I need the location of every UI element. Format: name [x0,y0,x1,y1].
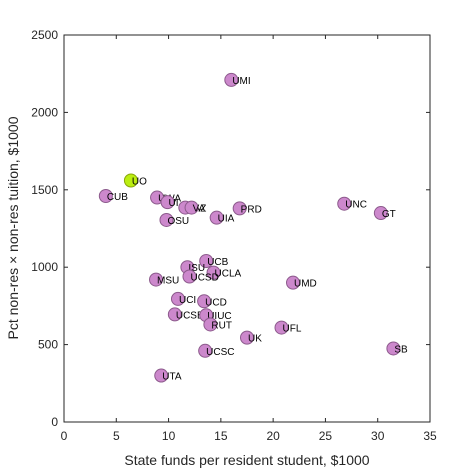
data-point-ucsd: UCSD [182,269,219,284]
point-label: UCSB [176,310,204,321]
x-tick-label: 5 [113,429,120,443]
point-label: UO [132,177,147,188]
x-tick-label: 20 [266,429,280,443]
point-label: UI [169,198,179,209]
data-point-prd: PRD [232,201,262,216]
point-label: SB [394,344,408,355]
point-marker [286,275,301,290]
point-label: UCSC [206,347,234,358]
point-label: UCLA [215,269,242,280]
data-point-rut: RUT [203,317,232,332]
data-point-sb: SB [386,341,408,356]
data-point-umi: UMI [224,72,251,87]
point-marker [184,200,199,215]
point-label: UCB [207,257,228,268]
data-points: UMIUOCUBUWAUIUAZVAOSUUIAPRDUNCGTUCBISUUC… [98,72,408,383]
point-marker [206,265,221,280]
y-tick-label: 1500 [31,183,58,197]
point-label: UTA [162,372,182,383]
x-tick-label: 0 [61,429,68,443]
y-tick-label: 500 [38,338,58,352]
point-marker [182,269,197,284]
point-marker [240,330,254,345]
point-label: UNC [345,200,367,211]
point-marker [232,201,247,216]
point-marker [98,188,113,203]
data-point-msu: MSU [149,272,179,287]
x-axis-title: State funds per resident student, $1000 [124,452,369,468]
data-point-va: VA [184,200,206,215]
point-marker [274,320,289,335]
data-point-ucd: UCD [197,294,227,309]
x-tick-label: 10 [162,429,176,443]
point-label: UCSD [190,272,218,283]
data-point-gt: GT [373,206,396,221]
point-marker [198,343,213,358]
point-label: UCI [179,295,196,306]
data-point-osu: OSU [159,212,189,227]
point-label: UFL [283,324,302,335]
data-point-ucsc: UCSC [198,343,235,358]
point-marker [197,294,212,309]
data-point-ufl: UFL [274,320,302,335]
point-label: OSU [167,216,189,227]
data-point-uta: UTA [154,368,182,383]
data-point-ucla: UCLA [206,265,242,280]
point-marker [373,206,388,221]
point-marker [209,210,224,225]
data-point-uo: UO [123,173,147,188]
point-label: UIA [218,214,235,225]
point-marker [199,254,214,269]
point-label: MSU [157,276,179,287]
y-axis-title: Pct non-res × non-res tuition, $1000 [5,116,21,339]
x-tick-label: 35 [423,429,437,443]
data-point-umd: UMD [286,275,317,290]
point-label: VA [193,204,206,215]
x-tick-label: 15 [214,429,228,443]
data-point-uk: UK [240,330,262,345]
y-tick-label: 0 [51,415,58,429]
point-marker [224,72,239,87]
point-marker [170,291,185,306]
plot-area-frame [63,34,431,423]
point-label: UK [248,334,262,345]
axis-ticks: 0 5 10 15 20 25 30 35 0 500 1000 1500 2000 2500 [31,28,437,443]
point-marker [123,173,138,188]
point-marker [386,341,401,356]
point-label: UCD [205,297,227,308]
data-point-uia: UIA [209,210,235,225]
point-label: GT [382,209,396,220]
point-label: UIUC [207,311,231,322]
data-point-unc: UNC [337,196,367,211]
point-label: UMI [232,76,250,87]
point-marker [167,307,182,322]
point-label: RUT [211,320,232,331]
data-point-ucsb: UCSB [167,307,204,322]
y-tick-label: 1000 [31,260,58,274]
x-tick-label: 25 [319,429,333,443]
data-point-uci: UCI [170,291,196,306]
point-marker [160,195,175,210]
point-label: CUB [107,192,128,203]
y-tick-label: 2000 [31,105,58,119]
point-label: ISU [188,263,205,274]
point-marker [203,317,218,332]
point-marker [149,272,164,287]
point-label: UMD [294,279,317,290]
point-marker [337,196,352,211]
point-marker [159,212,174,227]
data-point-ui: UI [160,195,179,210]
point-marker [154,368,169,383]
y-tick-label: 2500 [31,28,58,42]
x-tick-label: 30 [371,429,385,443]
data-point-cub: CUB [98,188,128,203]
data-point-ucb: UCB [199,254,229,269]
point-label: PRD [241,204,262,215]
